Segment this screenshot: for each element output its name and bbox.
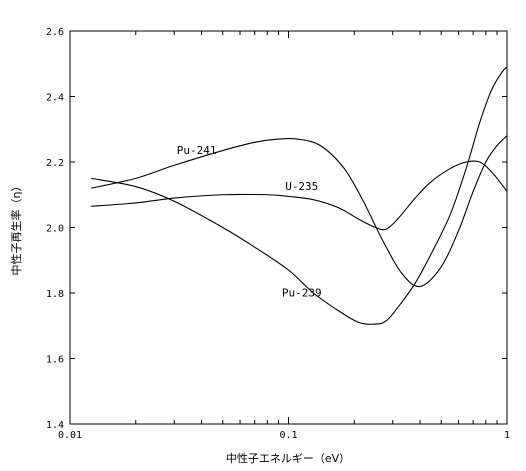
plot-frame (69, 30, 508, 425)
series-line-pu-241 (91, 135, 508, 288)
y-tick-label: 1.6 (46, 355, 64, 366)
series-curves (91, 66, 508, 325)
axis-ticks (69, 30, 508, 425)
series-line-pu-239 (91, 66, 508, 325)
series-label-u-235: U-235 (285, 180, 318, 193)
x-tick-label: 0.1 (279, 430, 297, 441)
x-axis-title: 中性子エネルギー（eV） (226, 451, 350, 465)
y-tick-label: 1.8 (46, 289, 64, 300)
y-tick-label: 2.4 (46, 93, 64, 104)
y-tick-label: 2.0 (46, 224, 64, 235)
axis-tick-labels: 1.4 1.6 1.8 2.0 2.2 2.4 2.6 0.01 0.1 1 (46, 27, 510, 441)
series-label-pu-239: Pu-239 (282, 286, 322, 299)
x-tick-label: 0.01 (58, 430, 82, 441)
y-tick-label: 1.4 (46, 420, 64, 431)
y-tick-label: 2.2 (46, 158, 64, 169)
y-axis-title: 中性子再生率（η） (9, 181, 23, 276)
x-tick-label: 1 (504, 430, 510, 441)
series-line-u-235 (91, 160, 508, 231)
y-tick-label: 2.6 (46, 27, 64, 38)
series-labels: Pu-241 U-235 Pu-239 (177, 144, 322, 299)
series-label-pu-241: Pu-241 (177, 144, 217, 157)
